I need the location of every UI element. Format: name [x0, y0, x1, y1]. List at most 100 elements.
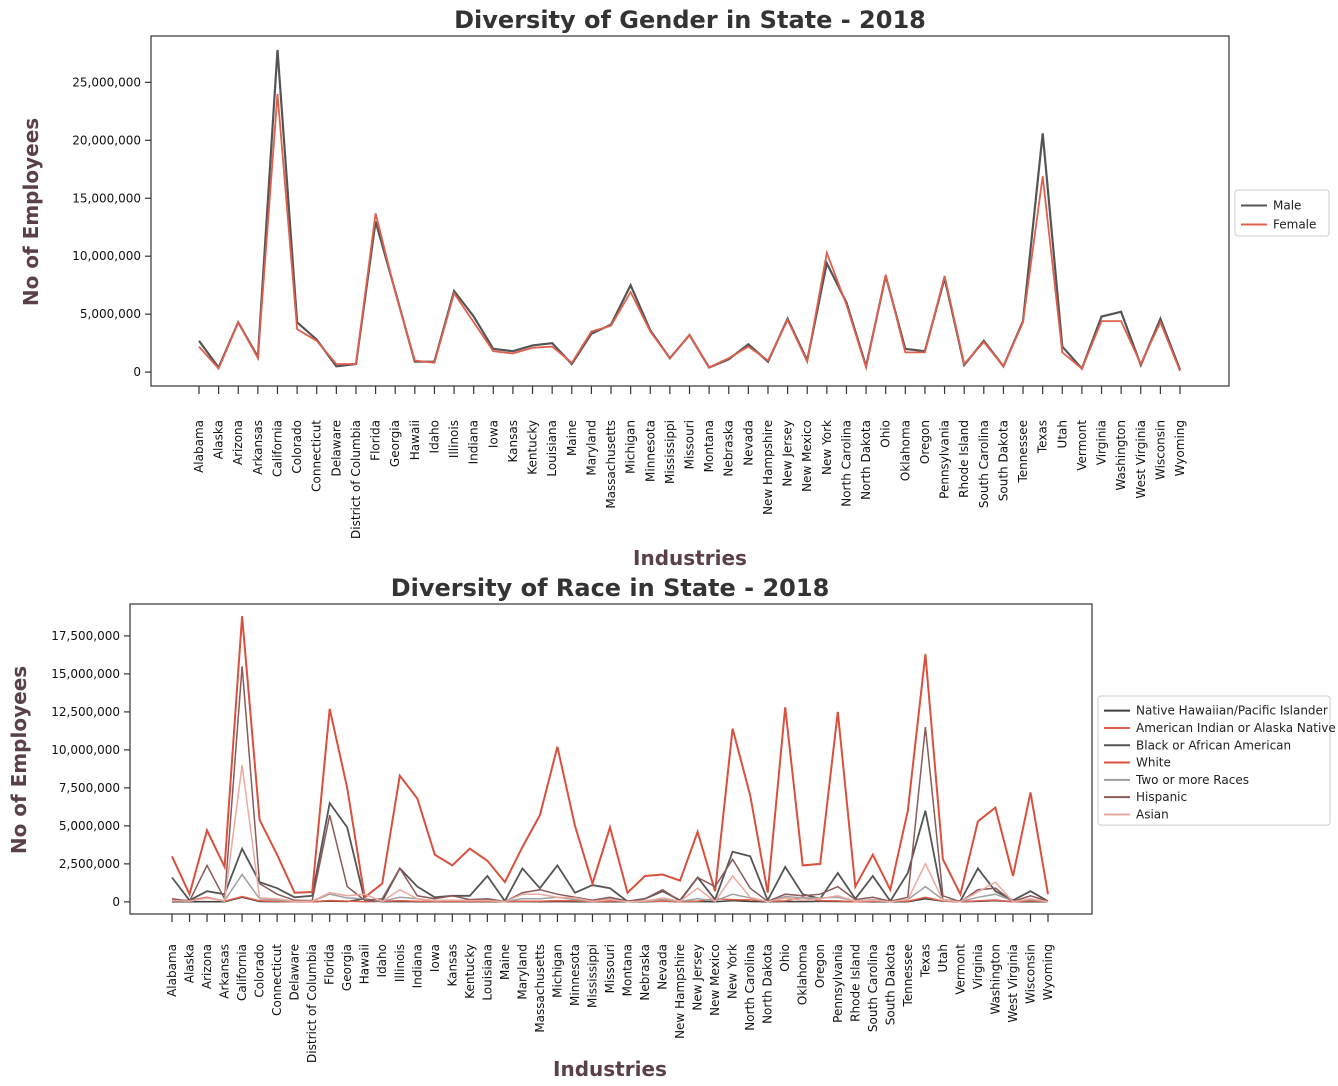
legend-label: Asian — [1136, 807, 1169, 821]
series-lines — [198, 49, 1182, 372]
x-tick-label: Idaho — [427, 420, 441, 453]
series-line-hispanic — [171, 666, 1049, 903]
x-tick-label: Nevada — [741, 420, 755, 466]
x-tick-label: Nebraska — [722, 420, 736, 477]
x-tick-label: Hawaii — [408, 420, 422, 460]
x-tick-label: Utah — [1055, 420, 1069, 448]
x-tick-label: Maryland — [584, 420, 598, 476]
x-tick-label: Arkansas — [218, 944, 232, 999]
x-tick-label: Hawaii — [358, 944, 372, 984]
x-tick-label: Louisiana — [545, 420, 559, 477]
x-tick-label: Arkansas — [251, 420, 265, 475]
x-tick-label: Oregon — [918, 420, 932, 464]
x-tick-label: Pennsylvania — [831, 944, 845, 1023]
y-axis-ticks: 0 5,000,000 10,000,000 15,000,000 20,000,000… — [72, 75, 151, 379]
legend-label: Black or African American — [1136, 738, 1291, 752]
x-tick-label: District of Columbia — [305, 944, 319, 1063]
x-axis-ticks: Alabama Alaska Arizona Arkansas California Co… — [165, 914, 1055, 1063]
x-tick-label: Arizona — [200, 944, 214, 989]
x-tick-label: New Hampshire — [761, 420, 775, 515]
series-line-female — [198, 93, 1181, 372]
plot-area-frame — [129, 603, 1093, 915]
y-tick-label: 25,000,000 — [72, 75, 141, 89]
x-tick-label: Michigan — [624, 420, 638, 474]
x-tick-label: Florida — [369, 420, 383, 461]
x-tick-label: Texas — [918, 944, 932, 978]
x-tick-label: Colorado — [290, 420, 304, 474]
x-tick-label: District of Columbia — [349, 420, 363, 539]
y-tick-label: 15,000,000 — [51, 667, 120, 681]
x-tick-label: New Hampshire — [673, 944, 687, 1039]
y-axis-label: No of Employees — [19, 118, 43, 306]
legend: Male Female — [1234, 189, 1330, 237]
y-tick-label: 5,000,000 — [80, 307, 141, 321]
x-tick-label: Minnesota — [568, 944, 582, 1006]
x-tick-label: Connecticut — [310, 420, 324, 492]
y-tick-label: 7,500,000 — [59, 781, 120, 795]
x-tick-label: Massachusetts — [604, 420, 618, 509]
y-tick-label: 15,000,000 — [72, 191, 141, 205]
x-tick-label: Montana — [702, 420, 716, 472]
legend-label: Native Hawaiian/Pacific Islander — [1136, 704, 1328, 718]
x-tick-label: New Jersey — [781, 420, 795, 487]
x-tick-label: Arizona — [231, 420, 245, 465]
x-tick-label: Tennessee — [901, 944, 915, 1008]
x-tick-label: Massachusetts — [533, 944, 547, 1033]
x-axis-label: Industries — [553, 1057, 667, 1081]
series-lines — [171, 616, 1049, 903]
legend-label: Two or more Races — [1135, 773, 1249, 787]
x-tick-label: Georgia — [340, 944, 354, 991]
x-tick-label: Oregon — [813, 944, 827, 988]
x-tick-label: Kentucky — [526, 420, 540, 475]
x-tick-label: Oklahoma — [898, 420, 912, 481]
x-tick-label: Virginia — [971, 944, 985, 989]
x-tick-label: South Dakota — [883, 944, 897, 1025]
x-tick-label: Wyoming — [1041, 944, 1055, 1000]
x-tick-label: West Virginia — [1006, 944, 1020, 1023]
x-tick-label: Florida — [323, 944, 337, 985]
legend-label: American Indian or Alaska Native — [1136, 721, 1336, 735]
x-tick-label: Utah — [936, 944, 950, 972]
series-line-black-or-african-american — [171, 800, 1049, 903]
x-tick-label: Wisconsin — [1153, 420, 1167, 480]
y-tick-label: 5,000,000 — [59, 819, 120, 833]
x-axis-label: Industries — [633, 546, 747, 570]
x-tick-label: Washington — [1114, 420, 1128, 491]
x-tick-label: New York — [726, 944, 740, 999]
x-tick-label: Minnesota — [643, 420, 657, 482]
x-tick-label: Maine — [565, 420, 579, 456]
gender-chart: Diversity of Gender in State - 2018 0 5,0… — [19, 6, 1330, 570]
x-tick-label: South Carolina — [977, 420, 991, 508]
legend-box — [1097, 695, 1331, 826]
legend-label: Hispanic — [1136, 790, 1187, 804]
x-tick-label: Texas — [1036, 420, 1050, 454]
x-tick-label: Colorado — [253, 944, 267, 998]
x-tick-label: Pennsylvania — [938, 420, 952, 499]
legend-label: White — [1136, 756, 1171, 770]
x-tick-label: Delaware — [329, 420, 343, 477]
x-tick-label: Oklahoma — [796, 944, 810, 1005]
x-tick-label: Michigan — [550, 944, 564, 998]
x-tick-label: North Carolina — [839, 420, 853, 507]
x-tick-label: Iowa — [428, 944, 442, 972]
y-tick-label: 10,000,000 — [51, 743, 120, 757]
x-tick-label: Maryland — [515, 944, 529, 1000]
x-tick-label: Tennessee — [1016, 420, 1030, 484]
x-tick-label: Idaho — [375, 944, 389, 977]
x-tick-label: Missouri — [683, 420, 697, 469]
series-line-male — [198, 49, 1182, 371]
x-tick-label: Kentucky — [463, 944, 477, 999]
chart-title: Diversity of Race in State - 2018 — [391, 574, 830, 602]
chart-title: Diversity of Gender in State - 2018 — [454, 6, 926, 34]
x-tick-label: Alabama — [165, 944, 179, 997]
x-tick-label: Rhode Island — [848, 944, 862, 1022]
x-tick-label: Illinois — [447, 420, 461, 458]
x-tick-label: California — [270, 420, 284, 477]
x-tick-label: Indiana — [410, 944, 424, 988]
x-tick-label: New Mexico — [708, 944, 722, 1016]
y-tick-label: 12,500,000 — [51, 705, 120, 719]
series-line-american-indian-or-alaska-native — [171, 895, 1049, 903]
x-tick-label: Louisiana — [480, 944, 494, 1001]
x-tick-label: Georgia — [388, 420, 402, 467]
